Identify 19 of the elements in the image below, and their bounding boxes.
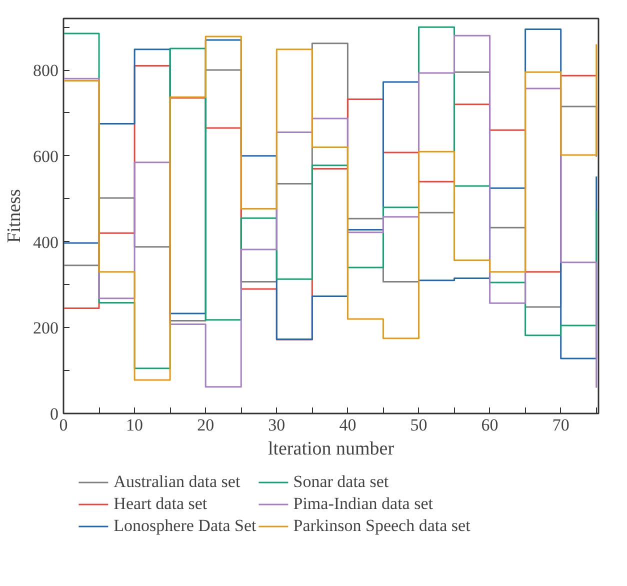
legend-label: Parkinson Speech data set (293, 516, 470, 536)
y-tick-label: 200 (33, 318, 58, 338)
x-tick-label: 50 (410, 416, 428, 434)
x-tick-label: 60 (481, 416, 498, 434)
legend-label: Pima-Indian data set (293, 494, 433, 514)
x-tick-label: 10 (126, 416, 144, 434)
y-tick-label: 600 (33, 146, 58, 166)
x-tick-label: 20 (197, 416, 214, 434)
x-tick-label: 40 (339, 416, 356, 434)
x-axis-title: lteration number (268, 438, 395, 460)
legend-label: Heart data set (114, 494, 208, 514)
y-tick-label: 800 (33, 61, 58, 80)
x-tick-label: 70 (552, 416, 570, 434)
legend-label: Lonosphere Data Set (114, 516, 256, 536)
y-axis-title: Fitness (4, 189, 25, 243)
y-tick-label: 400 (33, 232, 58, 252)
legend-label: Australian data set (114, 472, 240, 492)
legend-label: Sonar data set (293, 472, 389, 492)
x-tick-label: 30 (268, 416, 286, 434)
